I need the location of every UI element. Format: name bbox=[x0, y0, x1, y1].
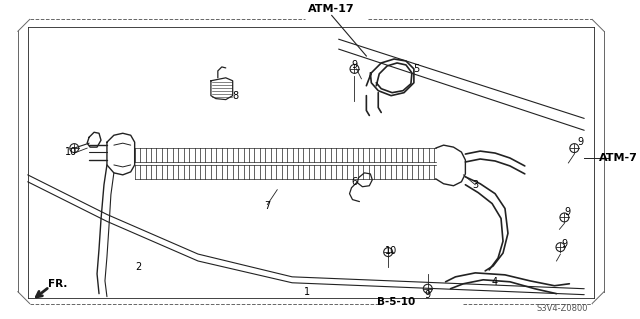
Text: 9: 9 bbox=[351, 60, 358, 70]
Text: 8: 8 bbox=[232, 91, 239, 100]
Text: 6: 6 bbox=[351, 177, 358, 187]
Text: S3V4-Z0800: S3V4-Z0800 bbox=[537, 304, 588, 313]
Text: ATM-7: ATM-7 bbox=[600, 153, 638, 163]
Text: 10: 10 bbox=[65, 147, 77, 157]
Text: 10: 10 bbox=[385, 246, 397, 256]
Text: 9: 9 bbox=[561, 239, 568, 249]
Text: 9: 9 bbox=[577, 137, 583, 147]
Text: ATM-17: ATM-17 bbox=[308, 4, 355, 14]
Text: 9: 9 bbox=[425, 290, 431, 300]
Text: 2: 2 bbox=[136, 262, 141, 272]
Text: FR.: FR. bbox=[48, 279, 67, 289]
Text: 1: 1 bbox=[304, 287, 310, 297]
Text: 3: 3 bbox=[472, 180, 478, 190]
Text: 4: 4 bbox=[492, 277, 498, 287]
Text: 9: 9 bbox=[564, 207, 570, 218]
Text: 5: 5 bbox=[413, 64, 419, 74]
Text: 7: 7 bbox=[264, 201, 271, 211]
Text: B-5-10: B-5-10 bbox=[377, 297, 415, 307]
